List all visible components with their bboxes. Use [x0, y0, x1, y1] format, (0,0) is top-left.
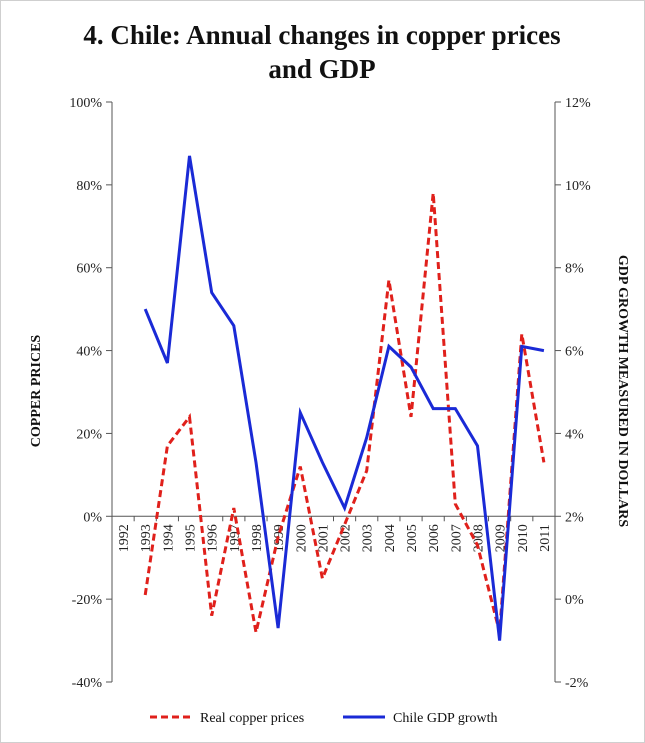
left-axis-ticks: -40% -20% 0% 20% 40% 60% 80% 100%	[69, 96, 112, 691]
right-axis-title: GDP GROWTH MEASURED IN DOLLARS	[615, 255, 630, 527]
chart-title: 4. Chile: Annual changes in copper price…	[83, 20, 560, 84]
right-tick-label: 4%	[565, 427, 584, 442]
legend: Real copper prices Chile GDP growth	[150, 711, 497, 726]
x-tick-label: 2000	[294, 524, 309, 552]
left-axis-title: COPPER PRICES	[29, 335, 44, 448]
series-line-copper	[143, 192, 546, 633]
x-tick-label: 2010	[516, 524, 531, 552]
right-axis-ticks: -2% 0% 2% 4% 6% 8% 10% 12%	[555, 96, 591, 691]
left-tick-label: -20%	[72, 593, 103, 608]
x-tick-label: 2004	[383, 524, 398, 552]
x-tick-label: 2003	[361, 524, 376, 552]
x-tick-label: 1992	[117, 524, 132, 552]
right-tick-label: 12%	[565, 96, 591, 111]
left-tick-label: 0%	[83, 510, 102, 525]
x-tick-label: 1994	[161, 524, 176, 552]
x-tick-label: 1996	[206, 524, 221, 552]
right-tick-label: 6%	[565, 345, 584, 360]
right-tick-label: 10%	[565, 179, 591, 194]
right-tick-label: 2%	[565, 510, 584, 525]
x-tick-label: 1993	[139, 524, 154, 552]
left-tick-label: 20%	[76, 427, 102, 442]
legend-label-gdp: Chile GDP growth	[393, 711, 497, 726]
x-tick-label: 2007	[449, 524, 464, 552]
right-tick-label: 0%	[565, 593, 584, 608]
x-tick-label: 1998	[250, 524, 265, 552]
axes	[111, 102, 556, 682]
x-tick-label: 2001	[316, 524, 331, 552]
left-tick-label: 80%	[76, 179, 102, 194]
series-line-gdp	[143, 155, 545, 641]
x-tick-label: 2006	[427, 524, 442, 552]
legend-label-copper: Real copper prices	[200, 711, 304, 726]
chart-title-line-2: and GDP	[268, 54, 375, 84]
series	[143, 155, 546, 641]
left-tick-label: 60%	[76, 262, 102, 277]
left-tick-label: -40%	[72, 676, 103, 691]
right-tick-label: -2%	[565, 676, 589, 691]
x-tick-label: 2005	[405, 524, 420, 552]
x-tick-label: 1995	[184, 524, 199, 552]
chart-title-line-1: 4. Chile: Annual changes in copper price…	[83, 20, 560, 50]
x-tick-label: 1999	[272, 524, 287, 552]
x-tick-label: 2011	[538, 524, 553, 551]
left-tick-label: 40%	[76, 345, 102, 360]
right-tick-label: 8%	[565, 262, 584, 277]
x-tick-label: 2008	[471, 524, 486, 552]
left-tick-label: 100%	[69, 96, 102, 111]
x-tick-label: 2002	[339, 524, 354, 552]
